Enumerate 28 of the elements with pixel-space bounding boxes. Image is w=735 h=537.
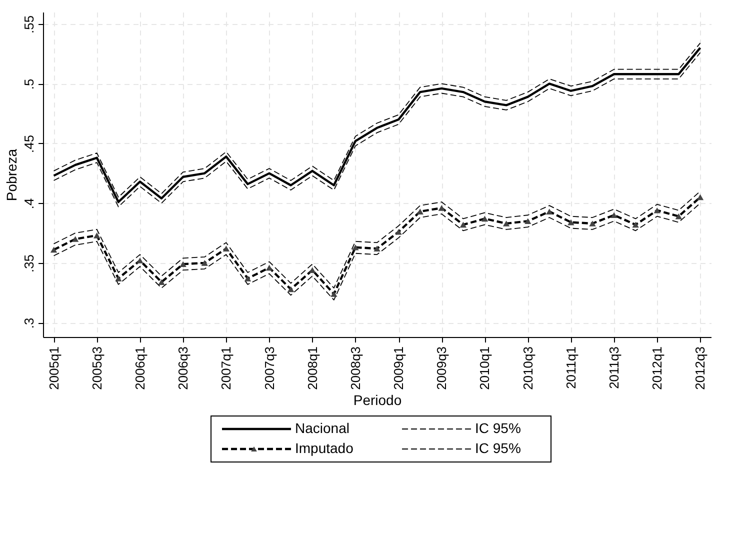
y-tick-label: .35 (22, 254, 36, 272)
legend-label: Nacional (295, 420, 350, 436)
x-tick-label: 2010q1 (477, 346, 492, 390)
x-tick-label: 2008q3 (348, 346, 363, 390)
x-tick-label: 2011q1 (563, 346, 578, 389)
x-tick-label: 2010q3 (520, 346, 536, 390)
x-tick-label: 2008q1 (304, 346, 320, 390)
y-tick-label: .4 (22, 198, 36, 210)
legend-label: IC 95% (475, 440, 521, 456)
legend-label: IC 95% (475, 420, 521, 436)
y-tick-label: .3 (22, 318, 36, 329)
y-tick-label: .5 (22, 78, 36, 90)
x-tick-label: 2006q3 (176, 346, 191, 390)
x-tick-label: 2009q1 (391, 346, 406, 390)
x-tick-label: 2012q3 (692, 346, 708, 390)
y-axis-title: Pobreza (4, 148, 20, 202)
y-tick-label: .55 (22, 15, 36, 34)
x-tick-label: 2005q1 (46, 346, 62, 390)
x-axis-title: Periodo (353, 392, 402, 408)
legend-label: Imputado (295, 440, 354, 456)
x-tick-label: 2005q3 (89, 346, 104, 390)
x-tick-label: 2007q3 (262, 346, 277, 390)
x-tick-label: 2007q1 (218, 346, 234, 390)
x-tick-label: 2012q1 (650, 346, 665, 390)
y-tick-label: .45 (22, 134, 36, 153)
x-tick-label: 2009q3 (434, 346, 450, 390)
x-tick-label: 2011q3 (606, 346, 622, 389)
x-tick-label: 2006q1 (132, 346, 148, 390)
